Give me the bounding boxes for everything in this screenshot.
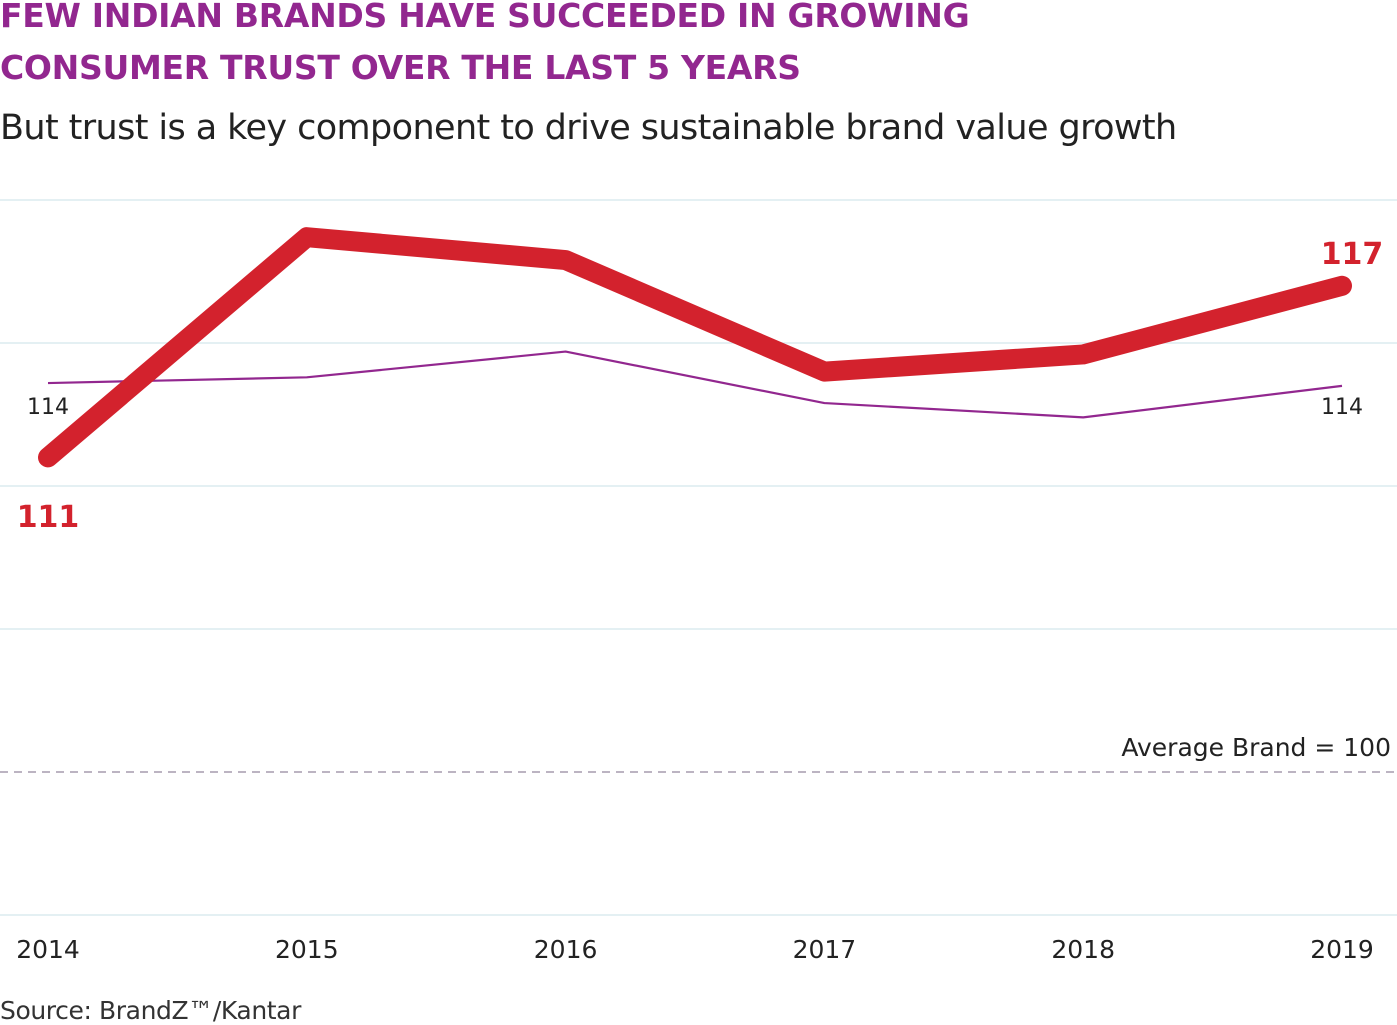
chart-subtitle: But trust is a key component to drive su… [0,108,1177,148]
label-start-comparison: 114 [27,395,69,420]
x-tick-label: 2017 [793,935,857,964]
series-line-indian-brands [38,227,1352,468]
x-tick-label: 2014 [16,935,80,964]
label-start-indian-brands: 111 [17,500,80,535]
x-tick-label: 2016 [534,935,598,964]
label-end-indian-brands: 117 [1321,237,1384,272]
chart-title-line-1: FEW INDIAN BRANDS HAVE SUCCEEDED IN GROW… [0,0,970,35]
reference-line-label: Average Brand = 100 [1121,733,1391,762]
x-tick-label: 2018 [1051,935,1115,964]
label-end-comparison: 114 [1321,395,1363,420]
x-tick-label: 2019 [1310,935,1374,964]
chart-title-line-2: CONSUMER TRUST OVER THE LAST 5 YEARS [0,48,801,87]
series-line-comparison [47,350,1343,419]
source-note: Source: BrandZ™/Kantar [0,996,301,1025]
x-tick-label: 2015 [275,935,339,964]
